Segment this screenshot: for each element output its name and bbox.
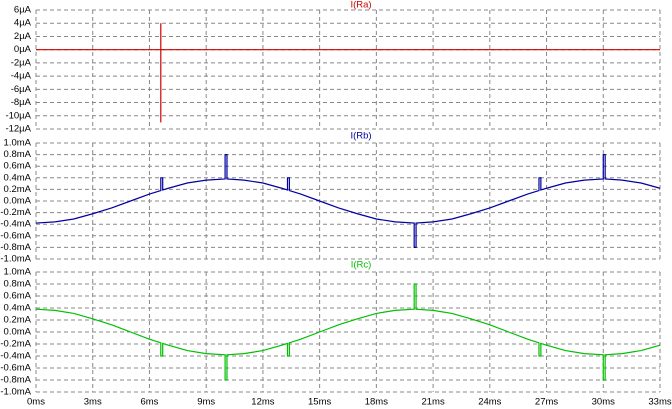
pane-title: I(Ra) — [350, 0, 371, 11]
y-tick-label: -8µA — [11, 97, 32, 108]
pane-title: I(Rb) — [350, 131, 371, 142]
y-tick-label: 4µA — [14, 18, 32, 29]
y-tick-label: 0.4mA — [4, 303, 32, 314]
x-tick-label: 0ms — [27, 397, 45, 408]
y-tick-label: -2µA — [11, 57, 32, 68]
x-tick-label: 33ms — [648, 397, 671, 408]
x-tick-label: 30ms — [592, 397, 615, 408]
y-tick-label: 0.2mA — [4, 184, 32, 195]
y-tick-label: -4µA — [11, 71, 32, 82]
y-tick-label: 0.8mA — [4, 149, 32, 160]
trace — [35, 154, 661, 248]
y-tick-label: -0.8mA — [0, 242, 31, 253]
y-tick-label: -10µA — [5, 110, 31, 121]
y-tick-label: 0.8mA — [4, 279, 32, 290]
y-tick-label: 0.0mA — [4, 196, 32, 207]
x-tick-label: 12ms — [251, 397, 274, 408]
y-tick-label: -0.2mA — [0, 207, 31, 218]
y-tick-label: -0.8mA — [0, 375, 31, 386]
y-tick-label: -6µA — [11, 84, 32, 95]
y-tick-label: 0.4mA — [4, 172, 32, 183]
y-tick-label: -1.0mA — [0, 254, 31, 265]
y-tick-label: -0.4mA — [0, 351, 31, 362]
x-tick-label: 6ms — [140, 397, 158, 408]
y-tick-label: -0.6mA — [0, 230, 31, 241]
y-tick-label: -12µA — [5, 124, 31, 135]
x-tick-label: 9ms — [197, 397, 215, 408]
x-tick-label: 21ms — [421, 397, 444, 408]
y-tick-label: 6µA — [14, 5, 32, 16]
trace — [36, 23, 660, 123]
y-tick-label: 0.2mA — [4, 315, 32, 326]
y-tick-label: 1.0mA — [4, 267, 32, 278]
x-tick-label: 27ms — [535, 397, 558, 408]
y-tick-label: 0.6mA — [4, 161, 32, 172]
y-tick-label: 0µA — [14, 44, 32, 55]
pane-title: I(Rc) — [351, 260, 372, 271]
y-tick-label: -1.0mA — [0, 387, 31, 398]
y-tick-label: 2µA — [14, 31, 32, 42]
y-tick-label: 0.6mA — [4, 291, 32, 302]
y-tick-label: -0.4mA — [0, 219, 31, 230]
x-tick-label: 15ms — [308, 397, 331, 408]
y-tick-label: 0.0mA — [4, 327, 32, 338]
y-tick-label: -0.6mA — [0, 363, 31, 374]
x-tick-label: 3ms — [84, 397, 102, 408]
trace — [35, 283, 661, 381]
x-tick-label: 24ms — [478, 397, 501, 408]
y-tick-label: 1.0mA — [4, 138, 32, 149]
x-tick-label: 18ms — [365, 397, 388, 408]
y-tick-label: -0.2mA — [0, 339, 31, 350]
